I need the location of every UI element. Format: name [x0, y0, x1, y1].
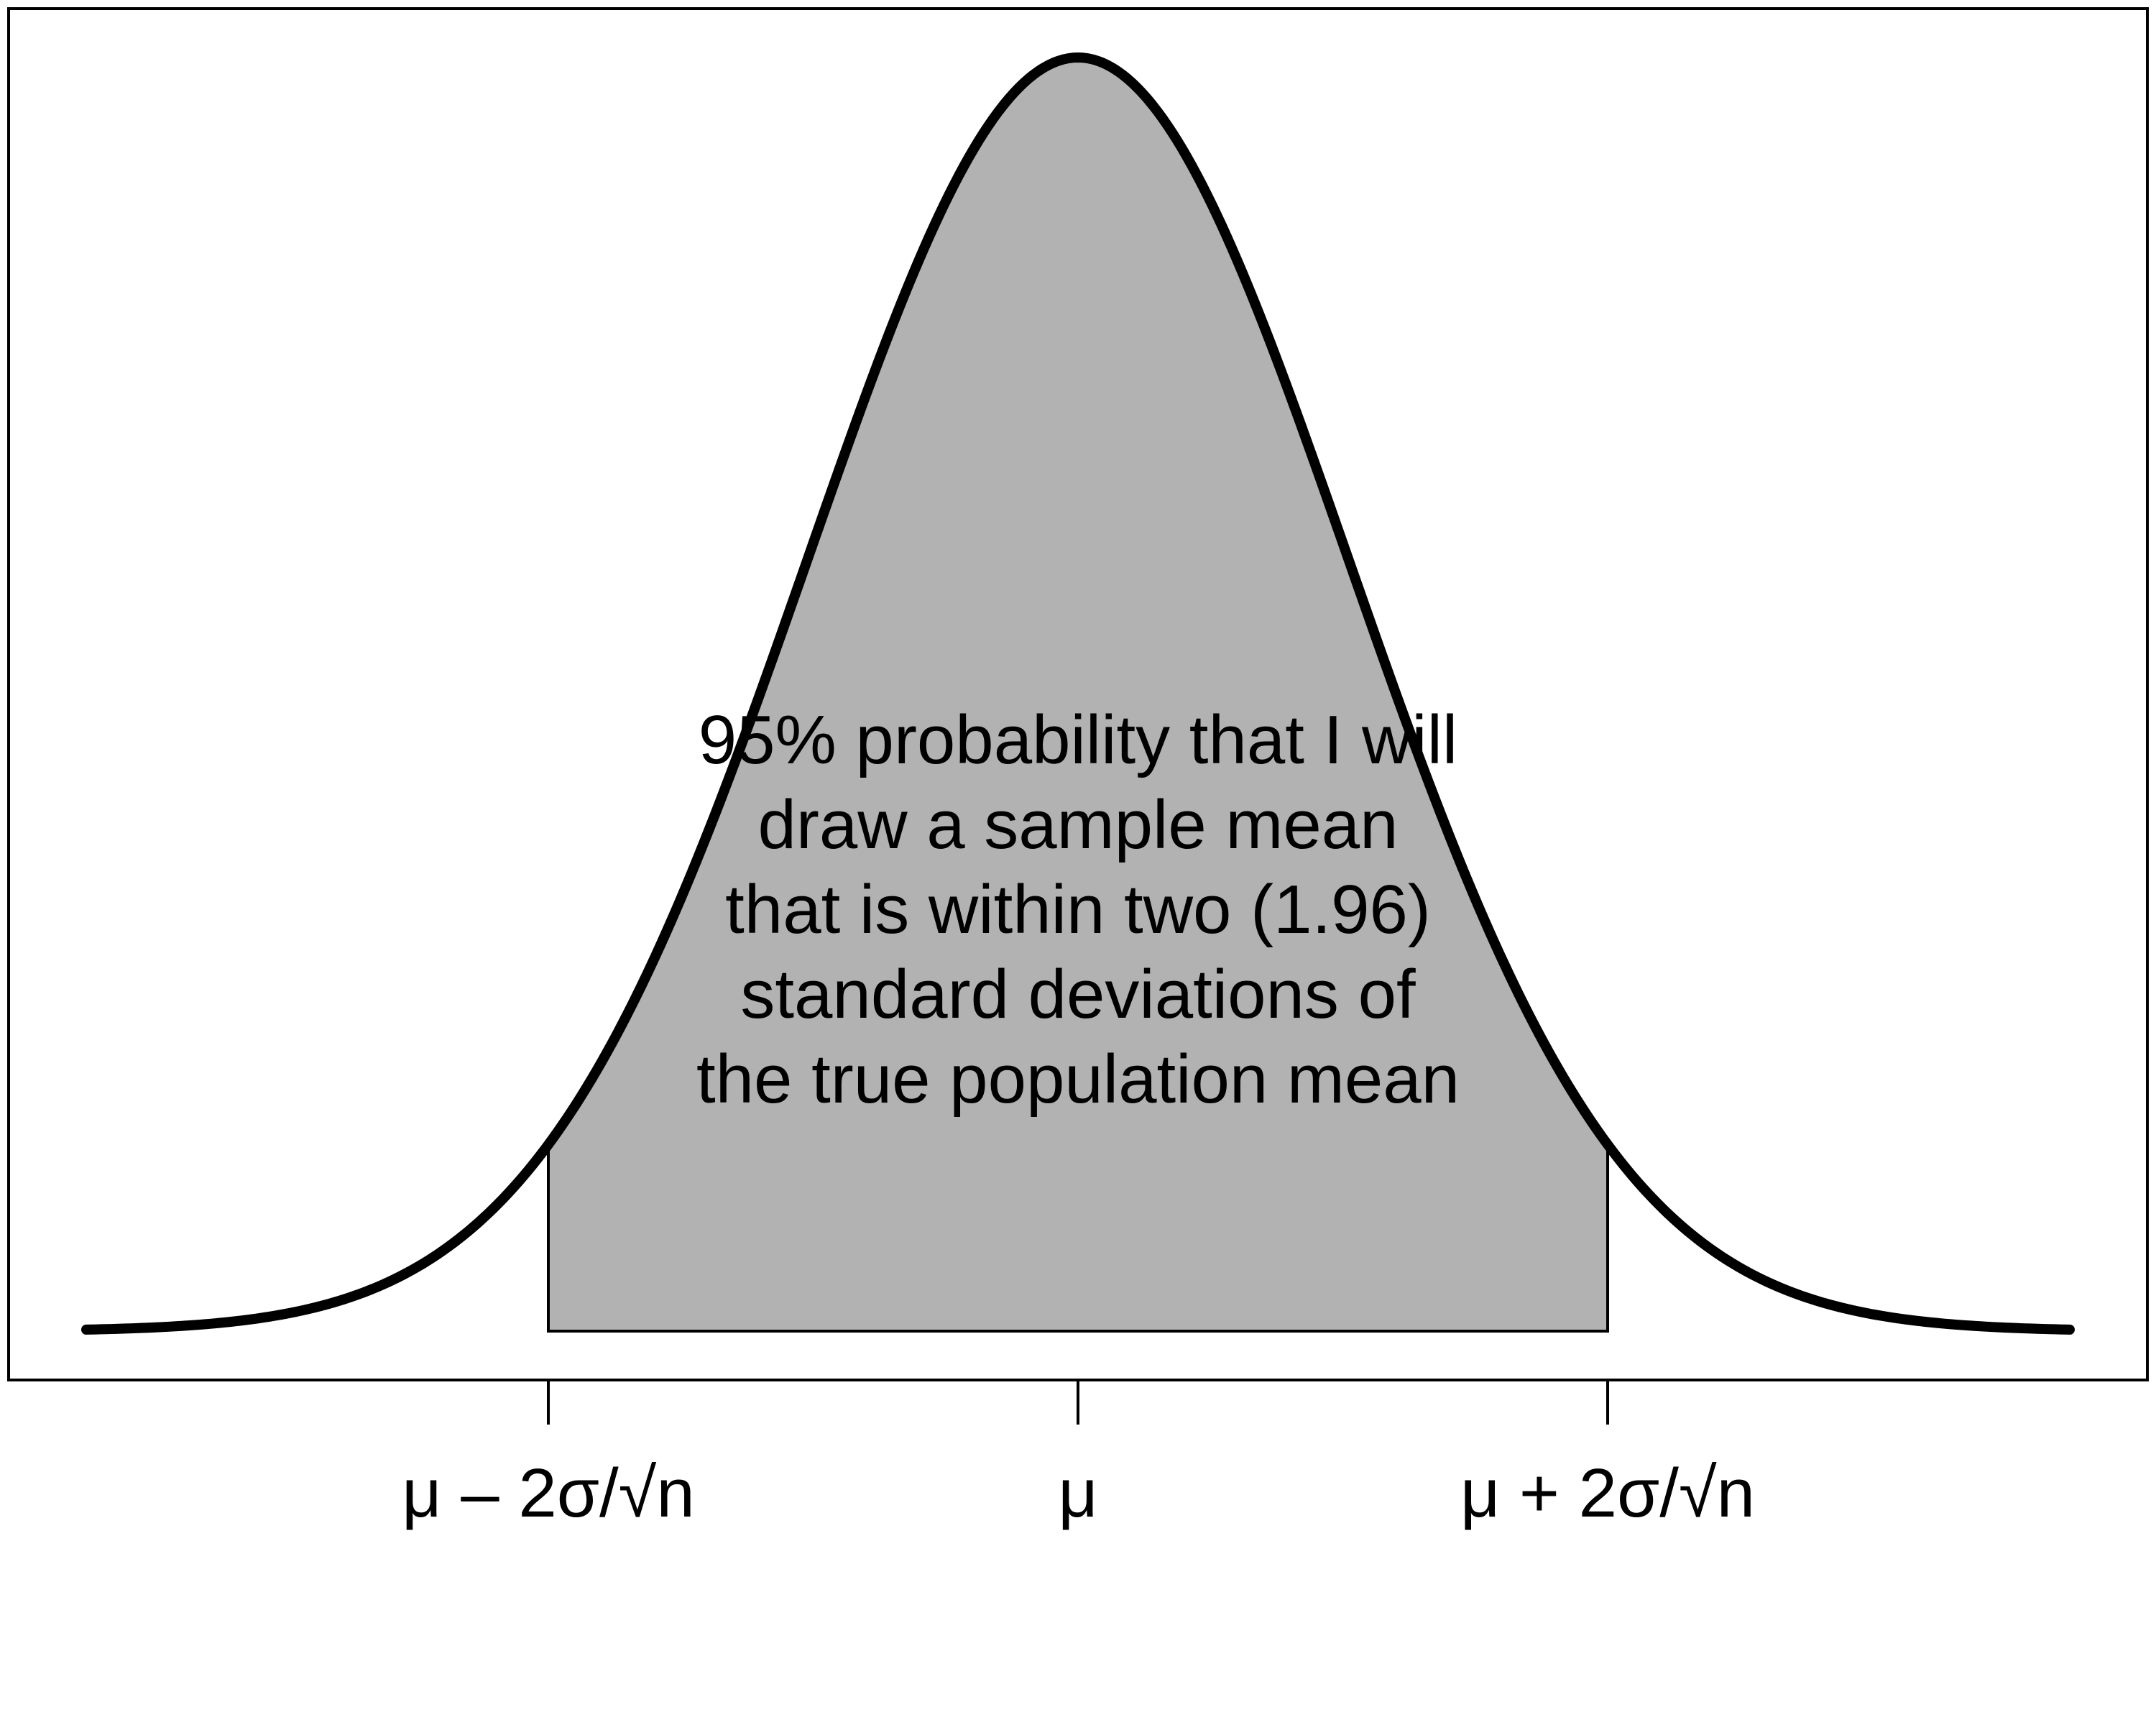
- x-tick-label-2: μ + 2σ/√n: [1460, 1455, 1755, 1532]
- probability-annotation: 95% probability that I will draw a sample…: [696, 702, 1460, 1118]
- annotation-line-2: that is within two (1.96): [725, 871, 1431, 948]
- annotation-line-4: the true population mean: [696, 1041, 1460, 1118]
- x-tick-label-1: μ: [1058, 1455, 1097, 1532]
- annotation-line-1: draw a sample mean: [757, 786, 1398, 863]
- annotation-line-0: 95% probability that I will: [699, 702, 1458, 778]
- x-axis-ticks: μ – 2σ/√n μ μ + 2σ/√n: [402, 1380, 1755, 1532]
- x-tick-label-0: μ – 2σ/√n: [402, 1455, 694, 1532]
- annotation-line-3: standard deviations of: [740, 956, 1416, 1033]
- density-curve: [81, 52, 2075, 1335]
